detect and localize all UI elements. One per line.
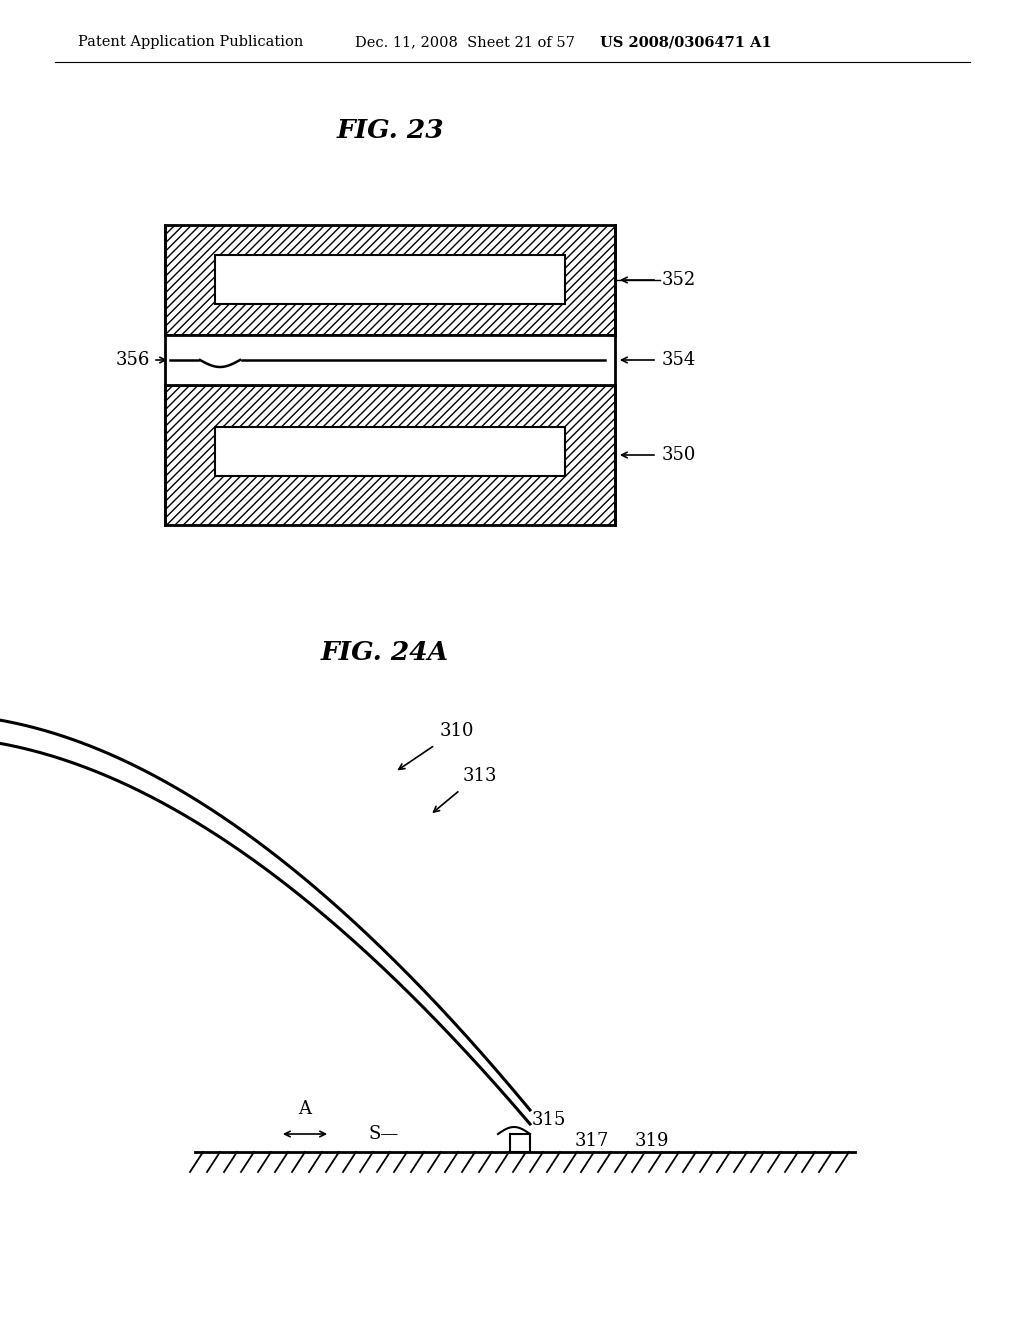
Text: 310: 310 — [440, 722, 474, 741]
Text: A: A — [299, 1100, 311, 1118]
Text: 356: 356 — [116, 351, 150, 370]
Bar — [215, 426, 565, 477]
Bar — [165, 224, 615, 335]
Text: 317: 317 — [575, 1133, 609, 1150]
Text: 319: 319 — [635, 1133, 670, 1150]
Text: 350: 350 — [662, 446, 696, 465]
Text: Patent Application Publication: Patent Application Publication — [78, 36, 303, 49]
Text: FIG. 24A: FIG. 24A — [321, 639, 450, 664]
Bar — [510, 1134, 530, 1152]
Text: 315: 315 — [532, 1111, 566, 1129]
Bar — [165, 335, 615, 385]
Text: 354: 354 — [662, 351, 696, 370]
Bar — [215, 255, 565, 304]
Text: Dec. 11, 2008  Sheet 21 of 57: Dec. 11, 2008 Sheet 21 of 57 — [355, 36, 574, 49]
Text: 352: 352 — [662, 271, 696, 289]
Text: US 2008/0306471 A1: US 2008/0306471 A1 — [600, 36, 772, 49]
Bar — [165, 385, 615, 525]
Text: 313: 313 — [463, 767, 498, 785]
Text: S—: S— — [368, 1125, 398, 1143]
Text: FIG. 23: FIG. 23 — [336, 117, 443, 143]
